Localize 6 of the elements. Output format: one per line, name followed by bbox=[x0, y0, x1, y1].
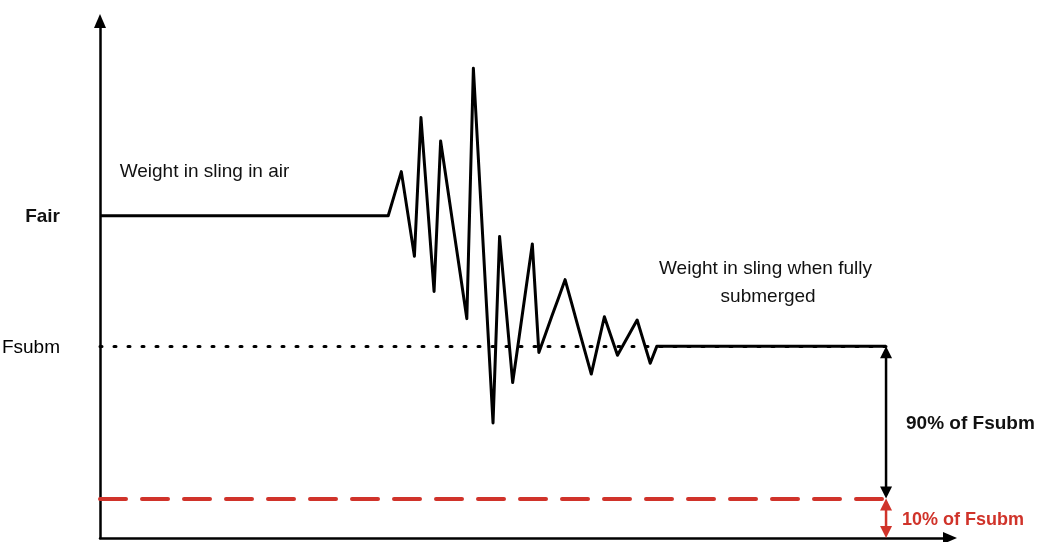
annotation: Weight in sling in air bbox=[119, 160, 290, 182]
ref-line-label: Fsubm bbox=[1, 335, 60, 357]
text: 90% of Fsubm bbox=[906, 411, 1035, 433]
annotation: Weight in sling when fully submerged bbox=[659, 256, 878, 306]
legend-label: 10% of Fsubm bbox=[902, 508, 1025, 529]
text: Fair bbox=[25, 205, 61, 227]
